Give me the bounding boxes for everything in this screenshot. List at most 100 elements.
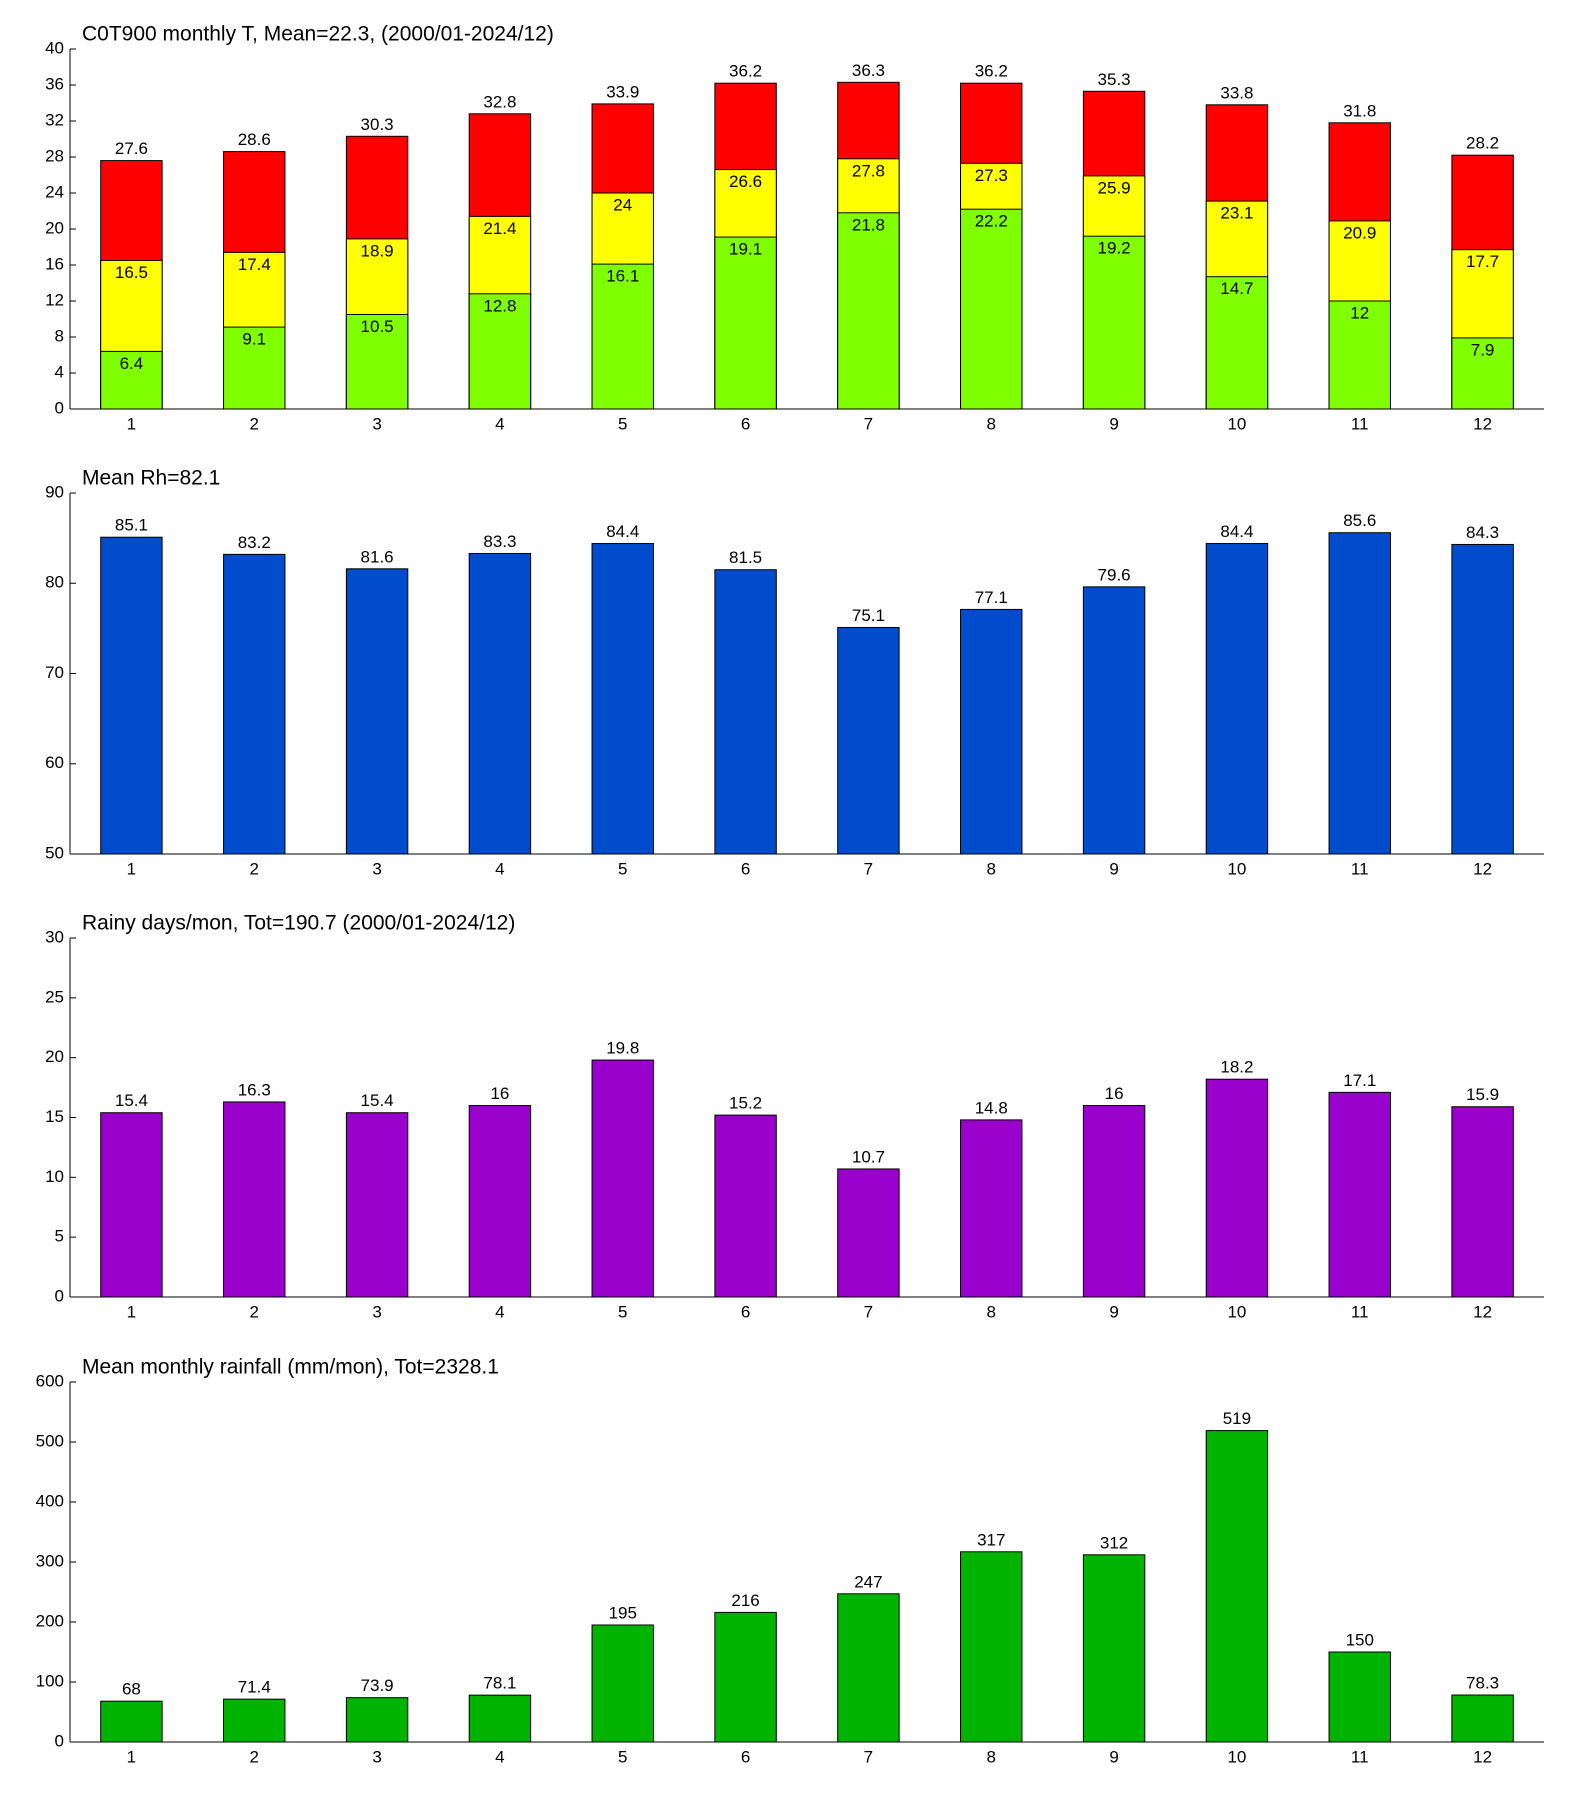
x-tick-label: 10 xyxy=(1227,1302,1246,1321)
data-label: 84.4 xyxy=(606,522,639,541)
x-tick-label: 3 xyxy=(372,414,381,433)
y-tick-label: 10 xyxy=(45,1167,64,1186)
x-tick-label: 10 xyxy=(1227,1747,1246,1766)
bar xyxy=(714,1114,777,1298)
x-tick-label: 9 xyxy=(1109,414,1118,433)
bar xyxy=(960,1119,1023,1298)
x-tick-label: 9 xyxy=(1109,1302,1118,1321)
data-label: 33.8 xyxy=(1220,83,1253,102)
x-tick-label: 12 xyxy=(1473,414,1492,433)
bar xyxy=(345,1112,409,1298)
y-tick-label: 20 xyxy=(45,218,64,237)
bar xyxy=(1082,1554,1146,1743)
bar xyxy=(100,1112,163,1298)
bar xyxy=(714,1611,777,1743)
x-tick-label: 2 xyxy=(250,1747,259,1766)
x-tick-label: 3 xyxy=(372,1747,381,1766)
data-label: 71.4 xyxy=(238,1678,271,1697)
y-tick-label: 12 xyxy=(45,290,64,309)
data-label: 36.2 xyxy=(729,62,762,81)
data-label: 26.6 xyxy=(729,172,762,191)
bar xyxy=(1451,337,1514,410)
bar xyxy=(345,1697,409,1743)
data-label: 84.4 xyxy=(1220,522,1253,541)
y-tick-label: 4 xyxy=(55,362,64,381)
x-tick-label: 6 xyxy=(741,414,750,433)
x-tick-label: 4 xyxy=(495,1302,504,1321)
bar xyxy=(1451,1106,1514,1298)
x-tick-label: 10 xyxy=(1227,859,1246,878)
data-label: 20.9 xyxy=(1343,223,1376,242)
y-tick-label: 36 xyxy=(45,74,64,93)
y-tick-label: 200 xyxy=(36,1611,64,1630)
data-label: 195 xyxy=(609,1603,637,1622)
y-tick-label: 400 xyxy=(36,1491,64,1510)
y-tick-label: 80 xyxy=(45,573,64,592)
bar xyxy=(591,1624,654,1743)
x-tick-label: 8 xyxy=(987,414,996,433)
x-tick-label: 11 xyxy=(1351,1747,1369,1766)
x-tick-label: 4 xyxy=(495,859,504,878)
bar xyxy=(100,536,163,855)
y-tick-label: 5 xyxy=(55,1227,64,1246)
y-tick-label: 90 xyxy=(45,482,64,501)
data-label: 75.1 xyxy=(852,606,885,625)
y-tick-label: 300 xyxy=(36,1551,64,1570)
x-tick-label: 2 xyxy=(250,1302,259,1321)
x-tick-label: 7 xyxy=(864,1302,873,1321)
data-label: 21.8 xyxy=(852,215,885,234)
y-tick-label: 0 xyxy=(55,1731,64,1750)
x-tick-label: 9 xyxy=(1109,1747,1118,1766)
data-label: 35.3 xyxy=(1098,70,1131,89)
data-label: 19.1 xyxy=(729,240,762,259)
bar xyxy=(1082,235,1146,410)
y-tick-label: 60 xyxy=(45,753,64,772)
bar xyxy=(1205,1430,1269,1743)
bar xyxy=(468,1105,532,1298)
x-tick-label: 8 xyxy=(987,859,996,878)
data-label: 247 xyxy=(854,1572,882,1591)
y-tick-label: 100 xyxy=(36,1671,64,1690)
data-label: 78.3 xyxy=(1466,1674,1499,1693)
bar xyxy=(960,1551,1023,1743)
bar xyxy=(837,1593,900,1743)
y-tick-label: 20 xyxy=(45,1047,64,1066)
data-label: 31.8 xyxy=(1343,101,1376,120)
bar xyxy=(1328,1651,1391,1743)
bar xyxy=(1082,1105,1146,1298)
x-tick-label: 8 xyxy=(987,1747,996,1766)
bar xyxy=(1082,586,1146,855)
data-label: 19.8 xyxy=(606,1039,639,1058)
data-label: 27.3 xyxy=(975,166,1008,185)
data-label: 68 xyxy=(122,1680,141,1699)
x-tick-label: 6 xyxy=(741,859,750,878)
data-label: 16 xyxy=(490,1084,509,1103)
bar xyxy=(345,568,409,855)
data-label: 36.2 xyxy=(975,62,1008,81)
data-label: 216 xyxy=(731,1591,759,1610)
data-label: 10.5 xyxy=(361,317,394,336)
data-label: 27.6 xyxy=(115,139,148,158)
bar xyxy=(591,543,654,855)
y-tick-label: 600 xyxy=(36,1371,64,1390)
x-tick-label: 1 xyxy=(127,859,136,878)
data-label: 15.4 xyxy=(115,1091,148,1110)
data-label: 85.1 xyxy=(115,516,148,535)
y-tick-label: 15 xyxy=(45,1107,64,1126)
y-tick-label: 0 xyxy=(55,398,64,417)
data-label: 81.5 xyxy=(729,548,762,567)
bar xyxy=(468,1694,532,1743)
data-label: 16.3 xyxy=(238,1080,271,1099)
x-tick-label: 7 xyxy=(864,859,873,878)
y-tick-label: 70 xyxy=(45,663,64,682)
data-label: 83.3 xyxy=(483,532,516,551)
data-label: 7.9 xyxy=(1471,340,1495,359)
data-label: 30.3 xyxy=(361,115,394,134)
data-label: 79.6 xyxy=(1098,565,1131,584)
x-tick-label: 4 xyxy=(495,1747,504,1766)
chart-title: Mean monthly rainfall (mm/mon), Tot=2328… xyxy=(82,1356,499,1379)
chart-title: Mean Rh=82.1 xyxy=(82,467,220,490)
x-tick-label: 2 xyxy=(250,414,259,433)
data-label: 9.1 xyxy=(242,330,266,349)
data-label: 16 xyxy=(1105,1084,1124,1103)
